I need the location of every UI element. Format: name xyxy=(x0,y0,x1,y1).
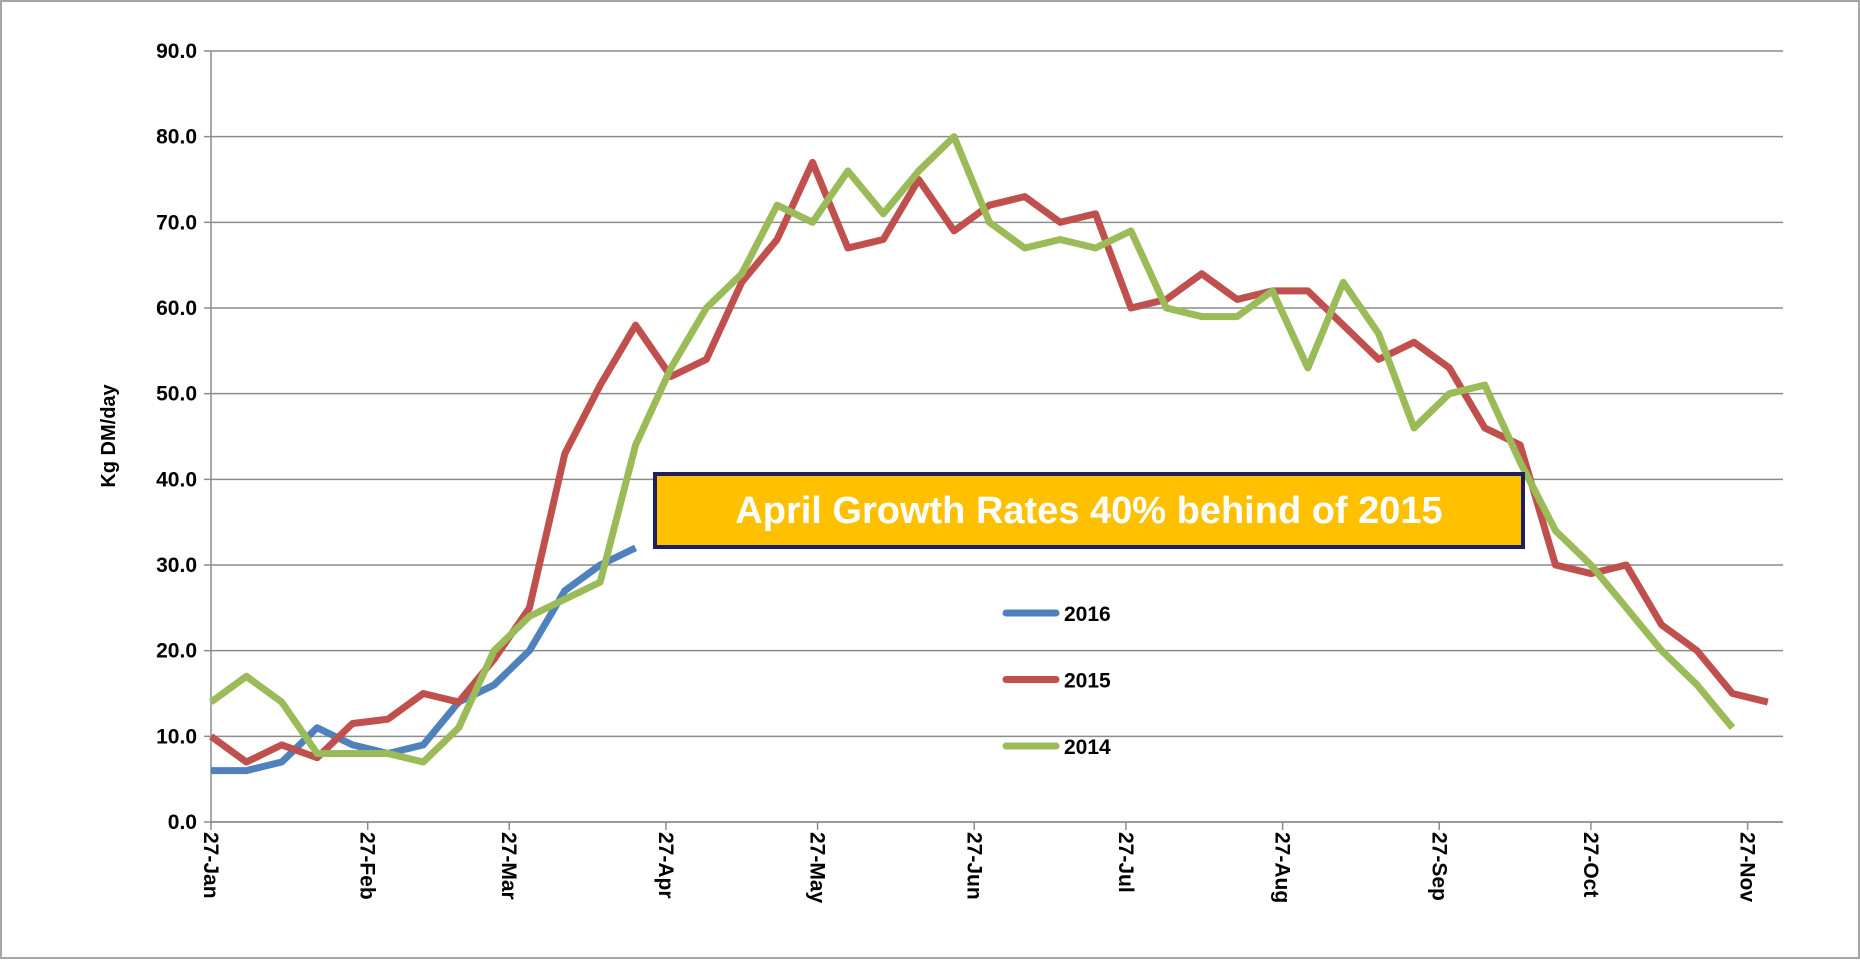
y-tick-label: 10.0 xyxy=(156,725,197,748)
x-tick-label: 27-Jun xyxy=(962,832,985,900)
y-tick-label: 80.0 xyxy=(156,126,197,149)
y-tick-label: 90.0 xyxy=(156,40,197,63)
x-tick-label: 27-Jan xyxy=(199,832,222,899)
y-tick-label: 40.0 xyxy=(156,468,197,491)
legend-label: 2016 xyxy=(1064,603,1111,626)
x-tick-label: 27-Aug xyxy=(1271,832,1294,903)
x-tick-label: 27-Nov xyxy=(1736,832,1759,902)
x-tick-label: 27-May xyxy=(806,832,829,904)
series-line xyxy=(211,544,638,775)
x-tick-label: 27-Oct xyxy=(1579,832,1602,897)
y-tick-label: 20.0 xyxy=(156,640,197,663)
y-tick-label: 0.0 xyxy=(168,811,197,834)
y-tick-label: 70.0 xyxy=(156,211,197,234)
x-tick-label: 27-Mar xyxy=(497,832,520,900)
annotation-box xyxy=(653,472,1525,549)
x-tick-label: 27-Sep xyxy=(1427,832,1450,901)
y-axis-label: Kg DM/day xyxy=(98,383,120,487)
legend-label: 2015 xyxy=(1064,670,1111,693)
y-tick-label: 30.0 xyxy=(156,554,197,577)
y-tick-label: 60.0 xyxy=(156,297,197,320)
x-tick-label: 27-Apr xyxy=(654,832,677,899)
legend-label: 2014 xyxy=(1064,736,1111,759)
series-line xyxy=(208,133,1736,766)
x-tick-label: 27-Jul xyxy=(1114,832,1137,893)
y-tick-label: 50.0 xyxy=(156,383,197,406)
x-tick-label: 27-Feb xyxy=(356,832,379,900)
annotation-text: April Growth Rates 40% behind of 2015 xyxy=(735,490,1442,532)
